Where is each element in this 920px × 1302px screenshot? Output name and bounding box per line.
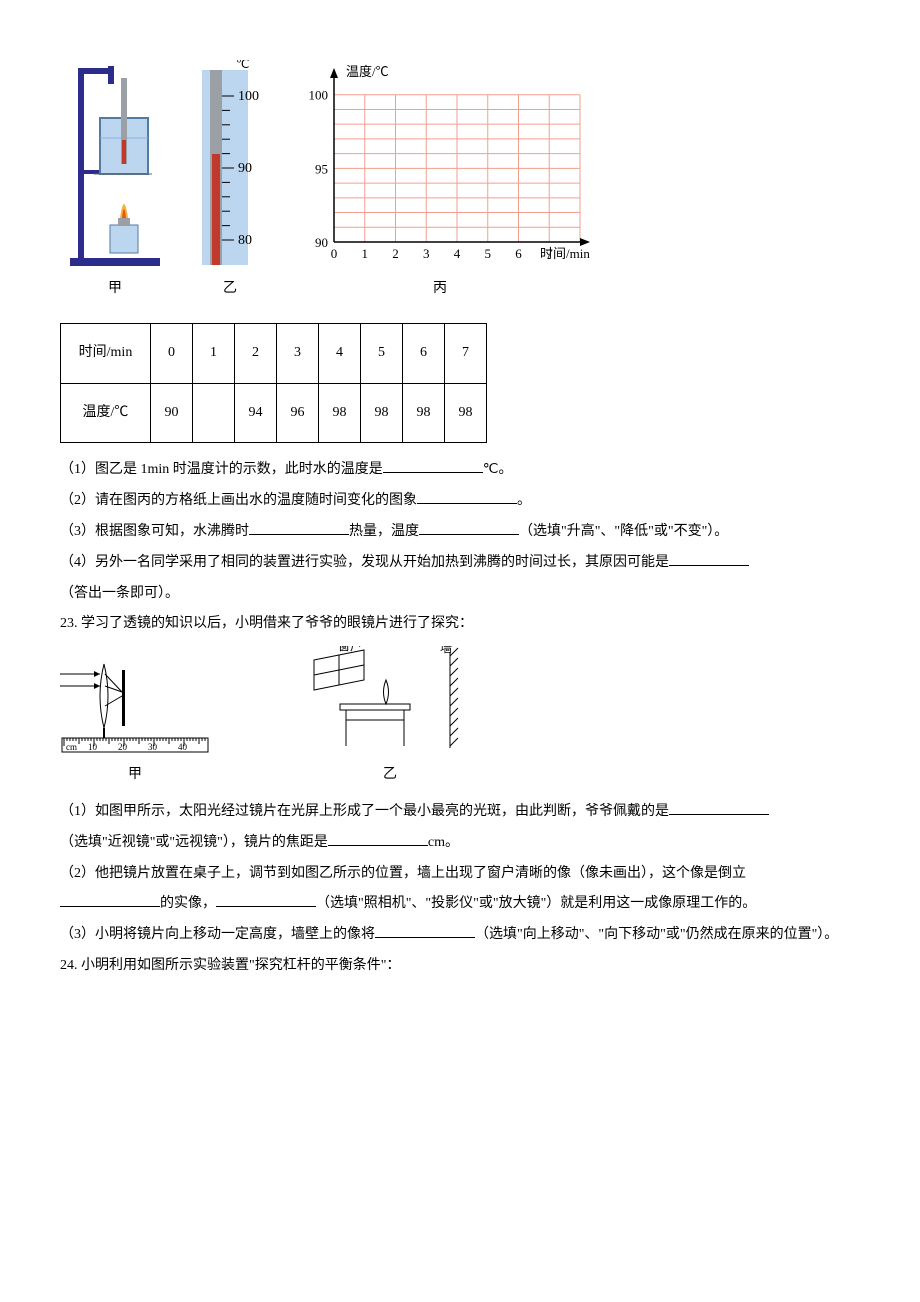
blank: [417, 490, 517, 504]
blank: [669, 552, 749, 566]
q23-intro: 23. 学习了透镜的知识以后，小明借来了爷爷的眼镜片进行了探究：: [60, 609, 860, 640]
svg-text:6: 6: [515, 246, 522, 261]
q22-2: （2）请在图丙的方格纸上画出水的温度随时间变化的图象。: [60, 486, 860, 517]
figure-yi-thermometer: ℃ 100 90 80 乙: [190, 60, 270, 305]
thermometer-svg: ℃ 100 90 80: [190, 60, 270, 270]
svg-text:1: 1: [362, 246, 369, 261]
svg-text:5: 5: [485, 246, 492, 261]
q23-fig-jia: cm 10 20 30 40 甲: [60, 656, 210, 791]
q22-3: （3）根据图象可知，水沸腾时热量，温度（选填"升高"、"降低"或"不变"）。: [60, 517, 860, 548]
svg-text:90: 90: [238, 161, 252, 176]
q23-2b: 的实像，（选填"照相机"、"投影仪"或"放大镜"）就是利用这一成像原理工作的。: [60, 889, 860, 920]
svg-text:窗户: 窗户: [338, 646, 362, 653]
table-header-row: 时间/min01234567: [61, 323, 487, 383]
svg-text:时间/min: 时间/min: [540, 246, 590, 261]
blank: [669, 801, 769, 815]
q24-intro: 24. 小明利用如图所示实验装置"探究杠杆的平衡条件"：: [60, 951, 860, 982]
svg-text:4: 4: [454, 246, 461, 261]
q22-4: （4）另外一名同学采用了相同的装置进行实验，发现从开始加热到沸腾的时间过长，其原…: [60, 548, 860, 579]
q23-yi-label: 乙: [383, 760, 397, 791]
svg-text:95: 95: [315, 161, 328, 176]
fig-jia-label: 甲: [108, 274, 122, 305]
q22-1: （1）图乙是 1min 时温度计的示数，此时水的温度是℃。: [60, 455, 860, 486]
svg-text:30: 30: [148, 742, 158, 752]
svg-text:80: 80: [238, 233, 252, 248]
svg-text:100: 100: [309, 88, 329, 103]
apparatus-svg: [60, 60, 170, 270]
svg-text:3: 3: [423, 246, 430, 261]
data-table: 时间/min01234567 温度/℃90949698989898: [60, 323, 487, 444]
q23-figures-row: cm 10 20 30 40 甲 窗户: [60, 646, 860, 791]
q23-1: （1）如图甲所示，太阳光经过镜片在光屏上形成了一个最小最亮的光斑，由此判断，爷爷…: [60, 797, 860, 828]
blank: [419, 521, 519, 535]
blank: [328, 832, 428, 846]
table-values-row: 温度/℃90949698989898: [61, 383, 487, 443]
q23-1b: （选填"近视镜"或"远视镜"），镜片的焦距是cm。: [60, 828, 860, 859]
figure-bing-chart: 909510001234567温度/℃时间/min 丙: [290, 60, 590, 305]
fig-bing-label: 丙: [433, 274, 447, 305]
window-table-svg: 窗户 墙: [290, 646, 490, 756]
svg-text:20: 20: [118, 742, 128, 752]
blank: [216, 893, 316, 907]
blank: [375, 924, 475, 938]
svg-text:cm: cm: [66, 742, 77, 752]
fig-yi-label: 乙: [223, 274, 237, 305]
svg-text:2: 2: [392, 246, 399, 261]
thermo-unit: ℃: [236, 60, 249, 71]
blank: [383, 459, 483, 473]
chart-svg: 909510001234567温度/℃时间/min: [290, 60, 590, 270]
q23-fig-yi: 窗户 墙 乙: [290, 646, 490, 791]
blank: [60, 893, 160, 907]
q22-4b: （答出一条即可）。: [60, 579, 860, 610]
svg-text:10: 10: [88, 742, 98, 752]
q23-jia-label: 甲: [128, 760, 142, 791]
svg-text:90: 90: [315, 235, 328, 250]
lens-ruler-svg: cm 10 20 30 40: [60, 656, 210, 756]
svg-text:100: 100: [238, 89, 259, 104]
top-figures-row: 甲 ℃ 100: [60, 60, 860, 305]
figure-jia-apparatus: 甲: [60, 60, 170, 305]
q23-2: （2）他把镜片放置在桌子上，调节到如图乙所示的位置，墙上出现了窗户清晰的像（像未…: [60, 859, 860, 890]
svg-text:温度/℃: 温度/℃: [346, 64, 389, 79]
svg-text:0: 0: [331, 246, 338, 261]
q23-3: （3）小明将镜片向上移动一定高度，墙壁上的像将（选填"向上移动"、"向下移动"或…: [60, 920, 860, 951]
blank: [249, 521, 349, 535]
svg-text:40: 40: [178, 742, 188, 752]
svg-text:墙: 墙: [440, 646, 452, 655]
